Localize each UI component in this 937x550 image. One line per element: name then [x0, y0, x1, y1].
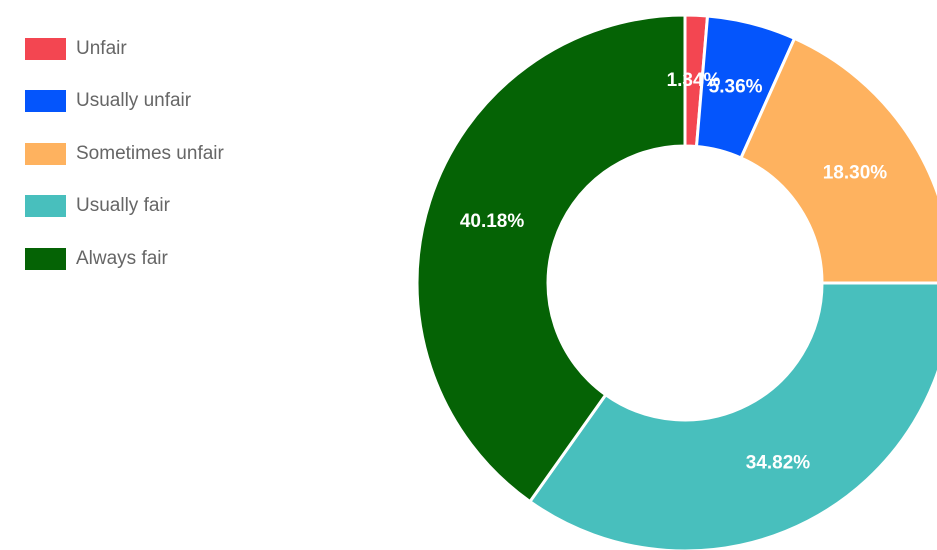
- legend-swatch: [25, 195, 66, 217]
- legend-swatch: [25, 90, 66, 112]
- legend-label: Usually fair: [76, 195, 170, 216]
- slice-labels: 1.34%5.36% 18.30% 34.82% 40.18%: [460, 70, 887, 473]
- legend-swatch: [25, 142, 66, 165]
- legend-item-usually-fair[interactable]: Usually fair: [25, 194, 224, 219]
- legend-swatch: [25, 247, 66, 270]
- legend-label: Sometimes unfair: [76, 142, 224, 164]
- slice-label-usually-unfair: 5.36%: [709, 76, 763, 97]
- legend-label: Unfair: [76, 37, 127, 59]
- legend-label: Usually unfair: [76, 90, 192, 111]
- slice-label-sometimes-unfair: 18.30%: [823, 162, 888, 183]
- legend-item-unfair[interactable]: Unfair: [25, 36, 224, 61]
- legend-label: Always fair: [76, 247, 168, 269]
- legend-item-always-fair[interactable]: Always fair: [25, 246, 224, 271]
- slice-always-fair[interactable]: [415, 13, 687, 504]
- slice-label-unfair: 1.34%: [667, 70, 721, 91]
- slice-label-usually-fair: 34.82%: [746, 452, 811, 473]
- slice-usually-fair[interactable]: [527, 281, 937, 550]
- slice-label-always-fair: 40.18%: [460, 211, 525, 232]
- donut-slices: [415, 13, 937, 550]
- chart-legend: Unfair Usually unfair Sometimes unfair U…: [25, 36, 224, 299]
- legend-item-usually-unfair[interactable]: Usually unfair: [25, 89, 224, 114]
- legend-swatch: [25, 37, 66, 60]
- legend-item-sometimes-unfair[interactable]: Sometimes unfair: [25, 141, 224, 166]
- slice-sometimes-unfair[interactable]: [739, 36, 937, 285]
